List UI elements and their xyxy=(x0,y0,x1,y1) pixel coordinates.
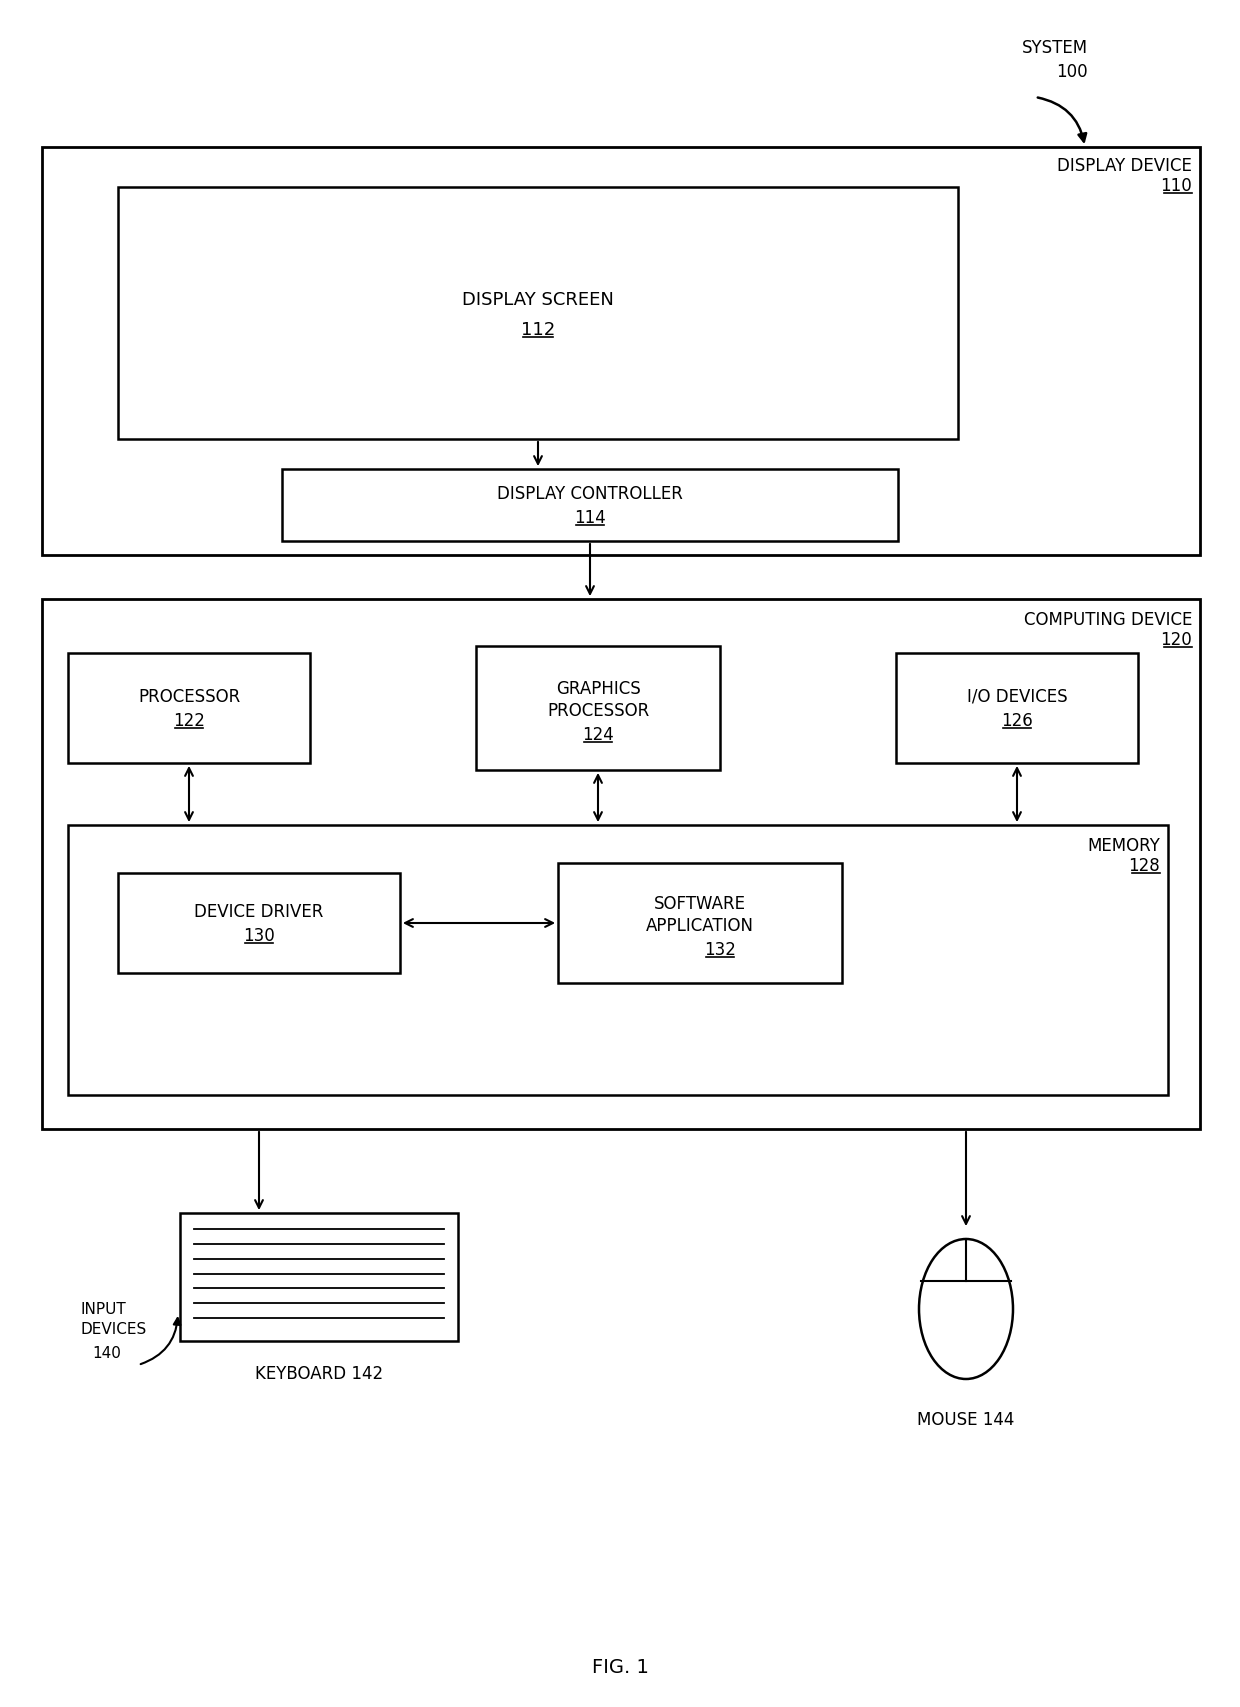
Text: COMPUTING DEVICE: COMPUTING DEVICE xyxy=(1024,611,1192,628)
Text: DEVICES: DEVICES xyxy=(81,1321,146,1337)
Bar xyxy=(42,599,1200,1130)
Text: I/O DEVICES: I/O DEVICES xyxy=(967,688,1068,705)
Text: 124: 124 xyxy=(582,725,614,744)
Text: 112: 112 xyxy=(521,321,556,338)
Bar xyxy=(68,654,310,763)
Text: PROCESSOR: PROCESSOR xyxy=(138,688,241,705)
Bar xyxy=(118,188,959,440)
Text: KEYBOARD 142: KEYBOARD 142 xyxy=(255,1364,383,1383)
Text: 128: 128 xyxy=(1128,857,1159,874)
FancyArrowPatch shape xyxy=(140,1318,181,1364)
Text: 126: 126 xyxy=(1001,712,1033,729)
Text: MEMORY: MEMORY xyxy=(1087,836,1159,855)
Text: GRAPHICS: GRAPHICS xyxy=(556,679,640,698)
Text: 120: 120 xyxy=(1161,630,1192,649)
FancyArrowPatch shape xyxy=(1038,99,1086,142)
Text: APPLICATION: APPLICATION xyxy=(646,917,754,934)
Text: SOFTWARE: SOFTWARE xyxy=(653,894,746,913)
Text: DISPLAY DEVICE: DISPLAY DEVICE xyxy=(1058,157,1192,174)
Bar xyxy=(897,654,1138,763)
Text: 110: 110 xyxy=(1161,178,1192,195)
Bar xyxy=(118,874,401,973)
Ellipse shape xyxy=(919,1239,1013,1379)
Text: 100: 100 xyxy=(1056,63,1087,80)
Text: MOUSE 144: MOUSE 144 xyxy=(918,1410,1014,1429)
Text: INPUT: INPUT xyxy=(81,1302,125,1316)
Text: 122: 122 xyxy=(174,712,205,729)
Text: 140: 140 xyxy=(92,1345,120,1360)
Text: SYSTEM: SYSTEM xyxy=(1022,39,1087,56)
Text: FIG. 1: FIG. 1 xyxy=(591,1657,649,1676)
Bar xyxy=(558,864,842,983)
Bar xyxy=(476,647,720,770)
Text: 132: 132 xyxy=(704,941,735,958)
Text: DEVICE DRIVER: DEVICE DRIVER xyxy=(195,903,324,920)
Text: DISPLAY SCREEN: DISPLAY SCREEN xyxy=(463,290,614,309)
Bar xyxy=(68,826,1168,1096)
Text: 130: 130 xyxy=(243,927,275,944)
Text: DISPLAY CONTROLLER: DISPLAY CONTROLLER xyxy=(497,485,683,502)
Bar xyxy=(281,469,898,541)
Text: PROCESSOR: PROCESSOR xyxy=(547,702,649,720)
Text: 114: 114 xyxy=(574,509,606,527)
Bar xyxy=(42,149,1200,556)
Bar xyxy=(180,1214,458,1342)
